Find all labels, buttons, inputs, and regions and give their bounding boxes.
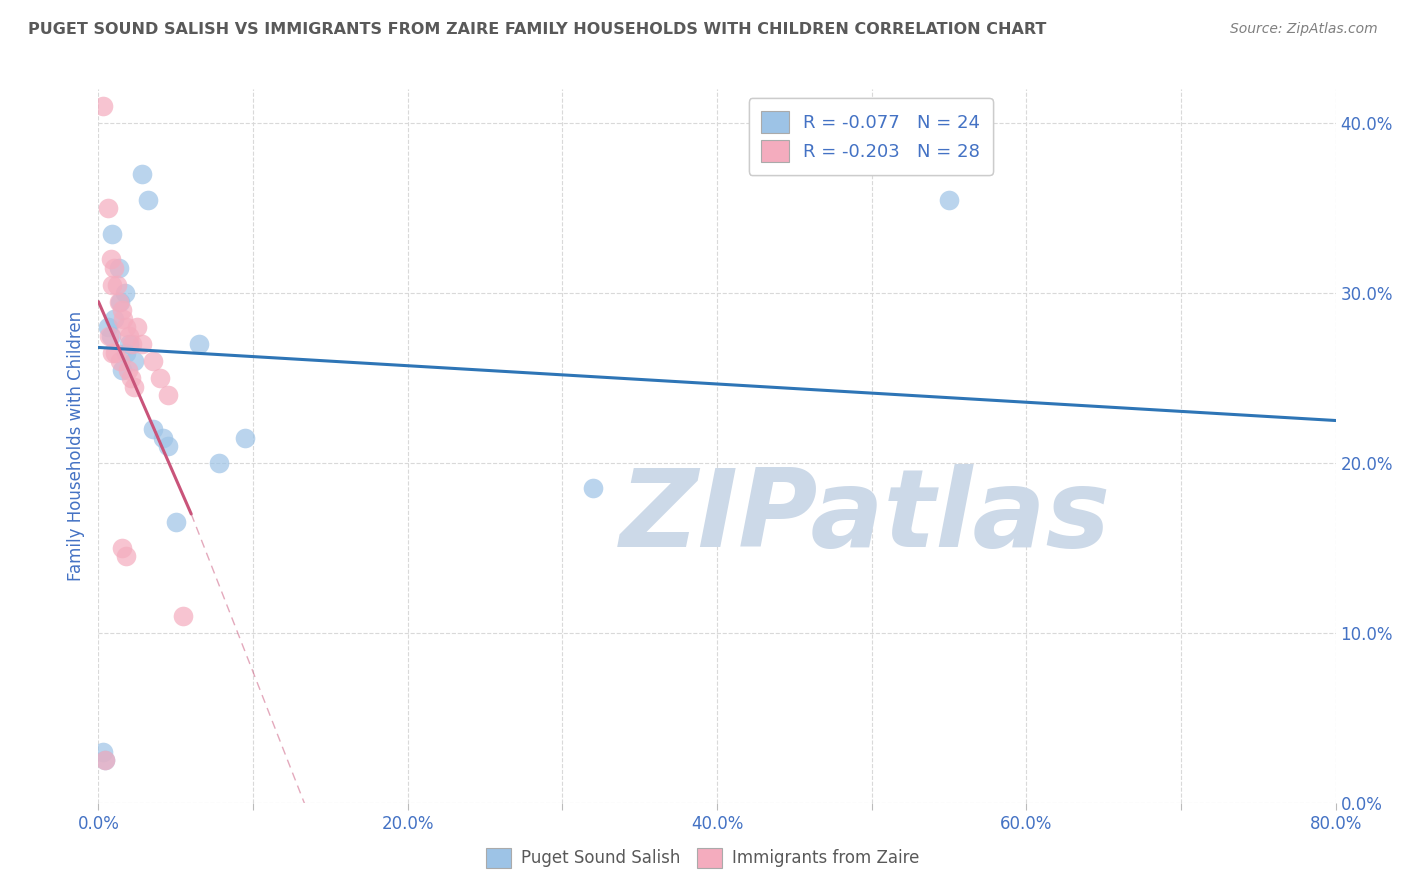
Point — [115, 320, 138, 334]
Point — [111, 362, 134, 376]
Point — [118, 328, 141, 343]
Point — [101, 227, 124, 241]
Point — [582, 482, 605, 496]
Point — [208, 456, 231, 470]
Point — [115, 345, 138, 359]
Point — [91, 99, 114, 113]
Point — [111, 541, 134, 555]
Point — [142, 354, 165, 368]
Point — [93, 753, 115, 767]
Point — [157, 439, 180, 453]
Point — [103, 311, 125, 326]
Point — [142, 422, 165, 436]
Legend: Puget Sound Salish, Immigrants from Zaire: Puget Sound Salish, Immigrants from Zair… — [479, 841, 927, 875]
Point — [100, 252, 122, 266]
Point — [118, 337, 141, 351]
Point — [157, 388, 180, 402]
Point — [112, 311, 135, 326]
Point — [98, 328, 121, 343]
Point — [91, 745, 114, 759]
Point — [122, 379, 145, 393]
Point — [120, 371, 142, 385]
Point — [100, 328, 122, 343]
Y-axis label: Family Households with Children: Family Households with Children — [66, 311, 84, 581]
Point — [108, 354, 131, 368]
Text: ZIPatlas: ZIPatlas — [620, 465, 1111, 570]
Point — [173, 608, 195, 623]
Point — [122, 354, 145, 368]
Point — [103, 260, 125, 275]
Point — [107, 294, 129, 309]
Point — [104, 345, 127, 359]
Point — [152, 430, 174, 444]
Point — [101, 277, 124, 292]
Point — [136, 193, 159, 207]
Point — [131, 167, 153, 181]
Point — [131, 337, 153, 351]
Point — [97, 201, 120, 215]
Point — [115, 549, 138, 564]
Point — [938, 193, 960, 207]
Point — [111, 303, 134, 318]
Point — [127, 320, 149, 334]
Point — [149, 371, 172, 385]
Point — [93, 753, 115, 767]
Point — [188, 337, 211, 351]
Point — [114, 286, 136, 301]
Point — [117, 362, 139, 376]
Point — [165, 516, 187, 530]
Point — [235, 430, 257, 444]
Point — [97, 320, 120, 334]
Point — [105, 277, 128, 292]
Point — [101, 345, 124, 359]
Point — [121, 337, 143, 351]
Point — [108, 294, 131, 309]
Text: PUGET SOUND SALISH VS IMMIGRANTS FROM ZAIRE FAMILY HOUSEHOLDS WITH CHILDREN CORR: PUGET SOUND SALISH VS IMMIGRANTS FROM ZA… — [28, 22, 1046, 37]
Legend: R = -0.077   N = 24, R = -0.203   N = 28: R = -0.077 N = 24, R = -0.203 N = 28 — [749, 98, 993, 175]
Text: Source: ZipAtlas.com: Source: ZipAtlas.com — [1230, 22, 1378, 37]
Point — [107, 260, 129, 275]
